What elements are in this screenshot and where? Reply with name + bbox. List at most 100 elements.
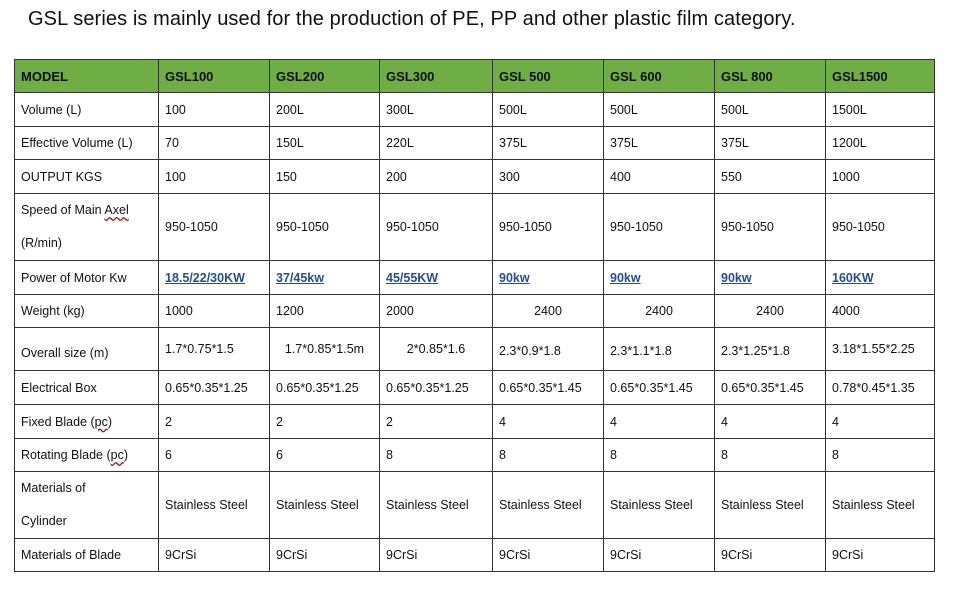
row-label: Volume (L)	[14, 92, 159, 127]
table-cell: 2*0.85*1.6	[379, 327, 493, 371]
row-label-text: Rotating Blade (	[21, 448, 111, 462]
table-cell: Stainless Steel	[603, 471, 715, 539]
row-label-text: )	[107, 414, 113, 429]
table-cell: 1200L	[825, 126, 935, 160]
table-cell: 950-1050	[269, 193, 380, 261]
table-cell: 4	[825, 404, 935, 439]
table-cell: 9CrSi	[714, 538, 826, 572]
table-cell: 0.78*0.45*1.35	[825, 370, 935, 405]
row-label: Electrical Box	[14, 370, 159, 405]
table-row: Overall size (m) 1.7*0.75*1.5 1.7*0.85*1…	[14, 327, 935, 371]
table-cell: 6	[158, 438, 270, 472]
table-cell: 1000	[158, 294, 270, 328]
row-label: Fixed Blade (pc)	[14, 404, 159, 439]
table-cell: 400	[603, 159, 715, 194]
spellcheck-word: Axel	[104, 203, 129, 217]
header-cell: GSL 500	[492, 59, 604, 93]
spellcheck-word: pc	[94, 414, 108, 429]
header-cell: GSL300	[379, 59, 493, 93]
table-cell: 1.7*0.75*1.5	[158, 327, 270, 371]
row-label-line2: Cylinder	[21, 514, 67, 528]
spec-table: MODEL GSL100 GSL200 GSL300 GSL 500 GSL 6…	[14, 59, 935, 572]
table-cell: 1.7*0.85*1.5m	[269, 327, 380, 371]
table-cell: 200L	[269, 92, 380, 127]
power-link[interactable]: 90kw	[492, 260, 604, 295]
table-row: Effective Volume (L) 70 150L 220L 375L 3…	[14, 126, 935, 160]
table-cell: 150	[269, 159, 380, 194]
table-cell: 150L	[269, 126, 380, 160]
row-label-text: Fixed Blade (	[21, 414, 95, 429]
power-link[interactable]: 18.5/22/30KW	[158, 260, 270, 295]
table-row: Weight (kg) 1000 1200 2000 2400 2400 240…	[14, 294, 935, 328]
table-cell: 4	[492, 404, 604, 439]
row-label-text: Speed of Main	[21, 203, 105, 217]
table-cell: 950-1050	[714, 193, 826, 261]
power-link[interactable]: 90kw	[714, 260, 826, 295]
row-label: Rotating Blade (pc)	[14, 438, 159, 472]
power-link[interactable]: 37/45kw	[269, 260, 380, 295]
table-cell: 9CrSi	[603, 538, 715, 572]
row-label: Materials of Cylinder	[14, 471, 159, 539]
table-cell: 4	[714, 404, 826, 439]
table-cell: 9CrSi	[825, 538, 935, 572]
table-cell: 8	[825, 438, 935, 472]
table-row: Power of Motor Kw 18.5/22/30KW 37/45kw 4…	[14, 260, 935, 295]
table-header-row: MODEL GSL100 GSL200 GSL300 GSL 500 GSL 6…	[14, 59, 935, 93]
page-title: GSL series is mainly used for the produc…	[28, 8, 796, 30]
table-cell: 550	[714, 159, 826, 194]
row-label: Weight (kg)	[14, 294, 159, 328]
table-cell: 100	[158, 92, 270, 127]
table-cell: Stainless Steel	[379, 471, 493, 539]
table-cell: 4000	[825, 294, 935, 328]
table-cell: 375L	[492, 126, 604, 160]
table-cell: 9CrSi	[379, 538, 493, 572]
table-cell: 70	[158, 126, 270, 160]
table-cell: 1000	[825, 159, 935, 194]
table-cell: 2400	[714, 294, 826, 328]
table-cell: 9CrSi	[492, 538, 604, 572]
table-row: Materials of Blade 9CrSi 9CrSi 9CrSi 9Cr…	[14, 538, 935, 572]
power-link[interactable]: 90kw	[603, 260, 715, 295]
table-cell: 0.65*0.35*1.25	[158, 370, 270, 405]
row-label-line1: Materials of	[21, 481, 86, 495]
table-row: Electrical Box 0.65*0.35*1.25 0.65*0.35*…	[14, 370, 935, 405]
header-cell: GSL1500	[825, 59, 935, 93]
row-label: Power of Motor Kw	[14, 260, 159, 295]
table-cell: 500L	[603, 92, 715, 127]
power-link[interactable]: 160KW	[825, 260, 935, 295]
table-cell: 4	[603, 404, 715, 439]
table-cell: 220L	[379, 126, 493, 160]
header-cell: GSL200	[269, 59, 380, 93]
table-cell: 2400	[603, 294, 715, 328]
power-link[interactable]: 45/55KW	[379, 260, 493, 295]
table-cell: 950-1050	[492, 193, 604, 261]
table-cell: 9CrSi	[158, 538, 270, 572]
table-cell: 950-1050	[603, 193, 715, 261]
table-cell: 0.65*0.35*1.45	[603, 370, 715, 405]
table-cell: 0.65*0.35*1.45	[714, 370, 826, 405]
table-cell: 2	[379, 404, 493, 439]
row-label: Effective Volume (L)	[14, 126, 159, 160]
table-cell: 1200	[269, 294, 380, 328]
table-cell: 950-1050	[825, 193, 935, 261]
table-cell: 0.65*0.35*1.25	[269, 370, 380, 405]
table-cell: 100	[158, 159, 270, 194]
table-cell: Stainless Steel	[269, 471, 380, 539]
row-label: Overall size (m)	[14, 327, 159, 371]
header-cell: GSL 600	[603, 59, 715, 93]
table-row: Materials of Cylinder Stainless Steel St…	[14, 471, 935, 539]
table-cell: 200	[379, 159, 493, 194]
row-label: OUTPUT KGS	[14, 159, 159, 194]
table-cell: Stainless Steel	[158, 471, 270, 539]
table-cell: 3.18*1.55*2.25	[825, 327, 935, 371]
table-cell: 500L	[714, 92, 826, 127]
table-cell: 2.3*1.1*1.8	[603, 327, 715, 371]
table-row: OUTPUT KGS 100 150 200 300 400 550 1000	[14, 159, 935, 194]
table-cell: 8	[379, 438, 493, 472]
table-cell: 300	[492, 159, 604, 194]
table-cell: 2.3*1.25*1.8	[714, 327, 826, 371]
table-cell: 0.65*0.35*1.25	[379, 370, 493, 405]
header-cell: MODEL	[14, 59, 159, 93]
table-cell: 8	[603, 438, 715, 472]
row-label-line1: Speed of Main Axel	[21, 195, 152, 228]
